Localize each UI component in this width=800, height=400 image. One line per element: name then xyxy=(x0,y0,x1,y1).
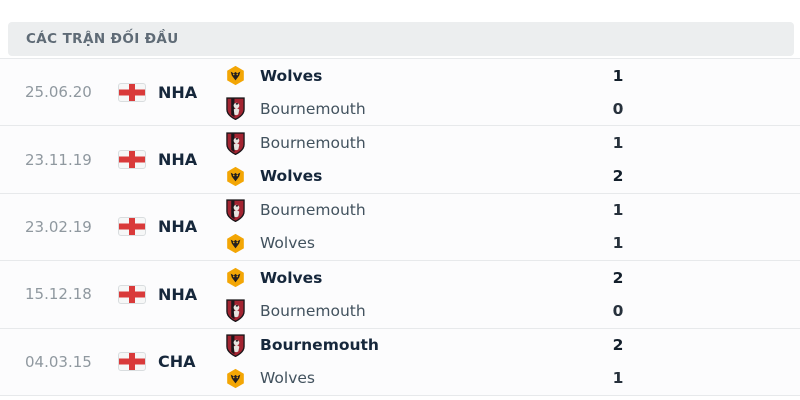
match-date: 15.12.18 xyxy=(25,285,92,304)
teams-column: Wolves Bournemouth xyxy=(224,64,366,121)
competition-code: NHA xyxy=(158,284,198,304)
england-flag-icon xyxy=(118,217,146,237)
panel-title: CÁC TRẬN ĐỐI ĐẦU xyxy=(26,31,179,47)
england-flag-icon xyxy=(118,82,146,102)
team-line-bottom: Wolves xyxy=(224,231,366,255)
bournemouth-logo-icon xyxy=(224,131,246,155)
competition-code: NHA xyxy=(158,150,198,170)
match-row[interactable]: 04.03.15 CHA Bournemouth Wolve xyxy=(0,329,800,396)
panel-header: CÁC TRẬN ĐỐI ĐẦU xyxy=(8,22,794,56)
match-row[interactable]: 25.06.20 NHA Wolves Bournemout xyxy=(0,59,800,127)
team-name: Bournemouth xyxy=(260,201,366,220)
team-name: Wolves xyxy=(260,268,323,287)
wolves-logo-icon xyxy=(224,231,246,255)
score-top: 2 xyxy=(612,336,624,355)
team-name: Bournemouth xyxy=(260,99,366,118)
score-bottom: 2 xyxy=(612,167,624,186)
score-column: 2 1 xyxy=(599,329,637,395)
match-date: 25.06.20 xyxy=(25,83,92,102)
competition-code: NHA xyxy=(158,82,198,102)
match-list: 25.06.20 NHA Wolves Bournemout xyxy=(0,58,800,396)
match-date: 23.02.19 xyxy=(25,217,92,236)
wolves-logo-icon xyxy=(224,366,246,390)
score-column: 1 1 xyxy=(599,194,637,260)
team-line-bottom: Bournemouth xyxy=(224,299,366,323)
score-bottom: 0 xyxy=(612,99,624,118)
teams-column: Bournemouth Wolves xyxy=(224,131,366,188)
team-name: Wolves xyxy=(260,369,315,388)
team-name: Bournemouth xyxy=(260,134,366,153)
score-top: 1 xyxy=(612,134,624,153)
team-name: Wolves xyxy=(260,234,315,253)
wolves-logo-icon xyxy=(224,266,246,290)
score-bottom: 0 xyxy=(612,301,624,320)
score-column: 2 0 xyxy=(599,261,637,327)
score-column: 1 2 xyxy=(599,126,637,192)
bournemouth-logo-icon xyxy=(224,333,246,357)
score-bottom: 1 xyxy=(612,369,624,388)
team-line-top: Bournemouth xyxy=(224,198,366,222)
teams-column: Bournemouth Wolves xyxy=(224,198,366,255)
england-flag-icon xyxy=(118,150,146,170)
team-name: Bournemouth xyxy=(260,301,366,320)
score-top: 2 xyxy=(612,268,624,287)
team-line-bottom: Bournemouth xyxy=(224,97,366,121)
bournemouth-logo-icon xyxy=(224,198,246,222)
match-row[interactable]: 23.02.19 NHA Bournemouth Wolve xyxy=(0,194,800,262)
bournemouth-logo-icon xyxy=(224,97,246,121)
england-flag-icon xyxy=(118,352,146,372)
team-line-top: Bournemouth xyxy=(224,131,366,155)
score-top: 1 xyxy=(612,201,624,220)
wolves-logo-icon xyxy=(224,164,246,188)
team-line-top: Bournemouth xyxy=(224,333,379,357)
competition-code: NHA xyxy=(158,217,198,237)
match-date: 23.11.19 xyxy=(25,150,92,169)
team-line-bottom: Wolves xyxy=(224,366,379,390)
team-line-top: Wolves xyxy=(224,266,366,290)
match-row[interactable]: 15.12.18 NHA Wolves Bournemout xyxy=(0,261,800,329)
bournemouth-logo-icon xyxy=(224,299,246,323)
match-row[interactable]: 23.11.19 NHA Bournemouth Wolve xyxy=(0,126,800,194)
wolves-logo-icon xyxy=(224,64,246,88)
team-line-top: Wolves xyxy=(224,64,366,88)
head-to-head-panel: CÁC TRẬN ĐỐI ĐẦU 25.06.20 NHA Wolves xyxy=(0,22,800,400)
team-name: Wolves xyxy=(260,66,323,85)
team-name: Bournemouth xyxy=(260,336,379,355)
team-name: Wolves xyxy=(260,167,323,186)
england-flag-icon xyxy=(118,284,146,304)
score-top: 1 xyxy=(612,66,624,85)
match-date: 04.03.15 xyxy=(25,352,92,371)
team-line-bottom: Wolves xyxy=(224,164,366,188)
teams-column: Wolves Bournemouth xyxy=(224,266,366,323)
teams-column: Bournemouth Wolves xyxy=(224,333,379,390)
score-bottom: 1 xyxy=(612,234,624,253)
competition-code: CHA xyxy=(158,352,196,372)
score-column: 1 0 xyxy=(599,59,637,125)
